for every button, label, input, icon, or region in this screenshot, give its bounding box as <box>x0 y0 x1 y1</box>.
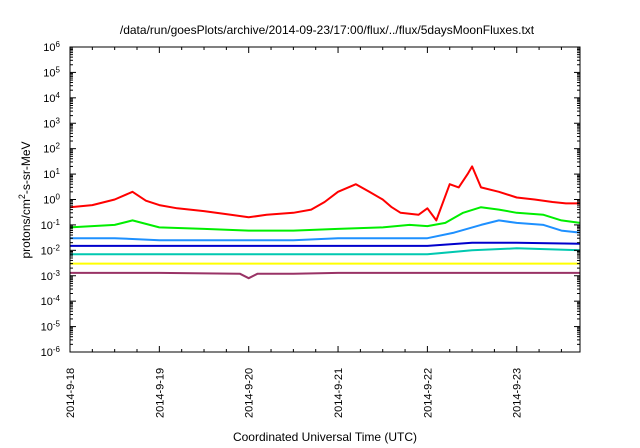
y-tick-label: 106 <box>43 40 60 55</box>
y-tick-label: 10-2 <box>41 243 61 257</box>
series-line-7 <box>70 271 580 280</box>
y-axis-label-sup: 2 <box>17 194 27 199</box>
y-tick-label: 105 <box>43 65 60 80</box>
series-line-5 <box>70 247 581 256</box>
x-tick-label: 2014-9-21 <box>333 368 345 418</box>
y-axis-label-post: -s-sr-MeV <box>19 141 33 194</box>
x-tick-label: 2014-9-19 <box>154 368 166 418</box>
y-axis-label: protons/cm2-s-sr-MeV <box>17 141 33 258</box>
series-line-3 <box>70 219 581 242</box>
y-tick-label: 10-4 <box>41 294 61 309</box>
y-tick-label: 10-3 <box>41 268 61 283</box>
y-tick-label: 10-6 <box>41 345 61 360</box>
x-tick-label: 2014-9-22 <box>422 368 434 418</box>
x-tick-label: 2014-9-20 <box>244 368 256 418</box>
series-line-1 <box>69 165 580 222</box>
y-tick-label: 100 <box>43 192 60 207</box>
y-tick-label: 104 <box>43 90 60 105</box>
y-axis-label-pre: protons/cm <box>19 199 33 258</box>
series-line-4 <box>70 241 581 247</box>
y-tick-label: 101 <box>43 167 60 182</box>
y-tick-label: 103 <box>43 116 60 131</box>
x-tick-label: 2014-9-18 <box>65 368 77 418</box>
axes: 10-6 10-5 10-4 10-3 10-2 10-1 100 101 102 103 104 1… <box>41 40 580 418</box>
series-line-2 <box>69 206 581 232</box>
x-tick-label: 2014-9-23 <box>512 368 524 418</box>
y-tick-label: 10-1 <box>41 217 61 232</box>
x-axis-label: Coordinated Universal Time (UTC) <box>233 430 417 444</box>
chart-title: /data/run/goesPlots/archive/2014-09-23/1… <box>120 23 535 37</box>
plot-frame <box>69 46 581 353</box>
y-tick-label: 10-5 <box>41 319 61 334</box>
series-lines <box>69 165 581 280</box>
y-tick-label: 102 <box>43 141 60 156</box>
